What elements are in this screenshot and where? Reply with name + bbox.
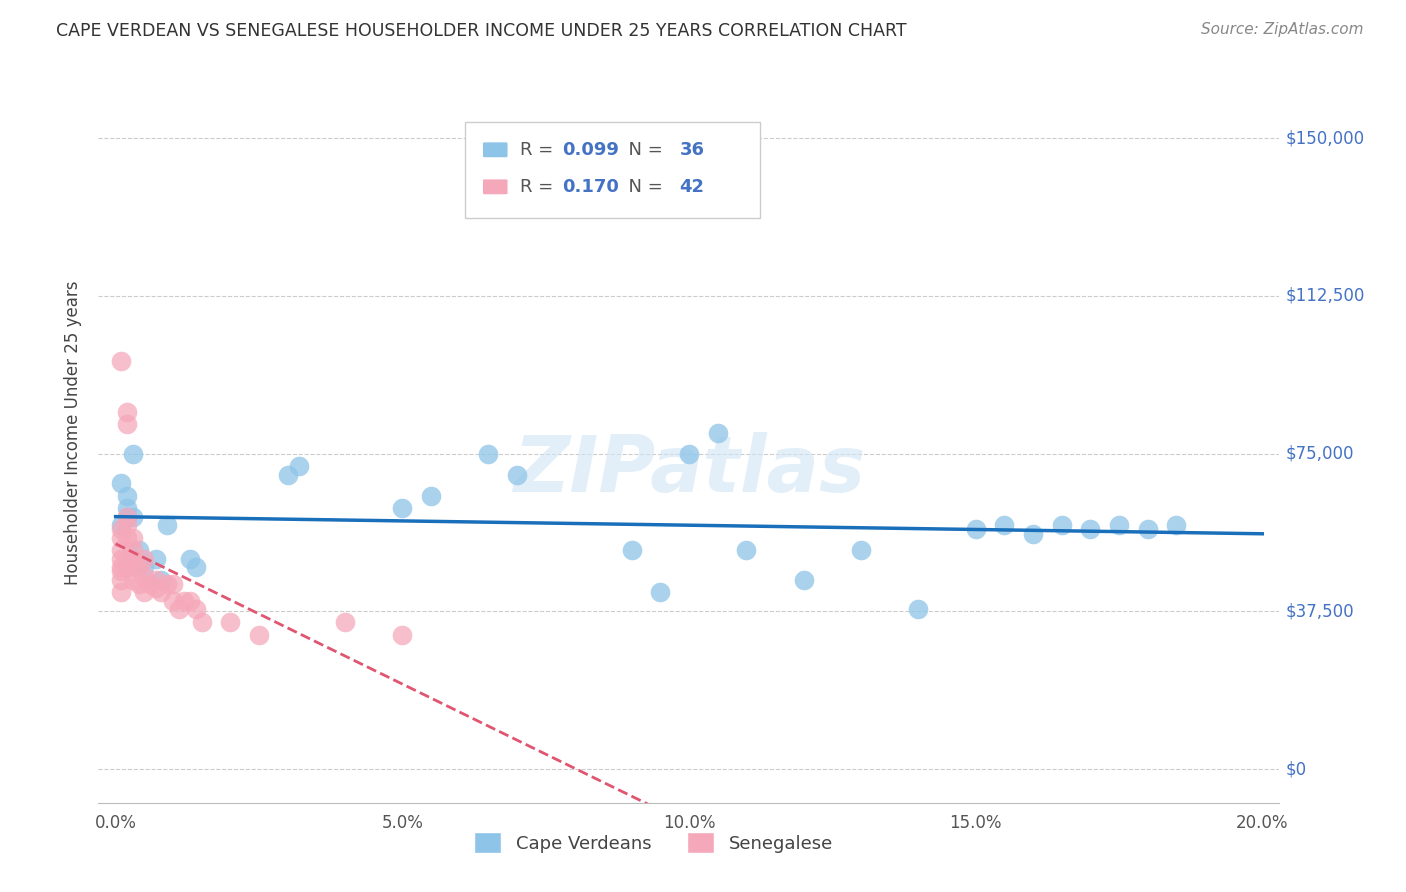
- FancyBboxPatch shape: [464, 121, 759, 218]
- FancyBboxPatch shape: [482, 178, 508, 195]
- Point: [128, 560, 150, 574]
- Point: [110, 543, 132, 558]
- Point: [145, 551, 167, 566]
- Point: [128, 543, 150, 558]
- Point: [121, 531, 143, 545]
- Point: [134, 560, 156, 574]
- Point: [162, 594, 184, 608]
- Point: [134, 551, 156, 566]
- Text: Source: ZipAtlas.com: Source: ZipAtlas.com: [1201, 22, 1364, 37]
- Point: [477, 447, 499, 461]
- Point: [110, 573, 132, 587]
- Point: [1078, 522, 1101, 536]
- Point: [162, 577, 184, 591]
- Point: [735, 543, 758, 558]
- Point: [134, 568, 156, 582]
- Point: [121, 560, 143, 574]
- Text: $75,000: $75,000: [1285, 444, 1354, 463]
- Point: [110, 354, 132, 368]
- Text: $37,500: $37,500: [1285, 602, 1354, 621]
- Point: [121, 573, 143, 587]
- Point: [110, 565, 132, 579]
- Text: $150,000: $150,000: [1285, 129, 1364, 147]
- Point: [288, 459, 311, 474]
- Point: [391, 627, 413, 641]
- Text: $0: $0: [1285, 760, 1306, 778]
- Point: [121, 543, 143, 558]
- Point: [115, 489, 138, 503]
- Point: [706, 425, 728, 440]
- Point: [993, 518, 1015, 533]
- Point: [247, 627, 270, 641]
- Text: N =: N =: [617, 141, 668, 159]
- Point: [907, 602, 929, 616]
- Point: [145, 581, 167, 595]
- Point: [678, 447, 700, 461]
- Point: [173, 594, 195, 608]
- Point: [110, 476, 132, 491]
- Text: R =: R =: [520, 141, 560, 159]
- Point: [179, 551, 201, 566]
- Point: [115, 560, 138, 574]
- Point: [110, 560, 132, 574]
- Text: 42: 42: [679, 178, 704, 196]
- Point: [167, 602, 190, 616]
- Text: CAPE VERDEAN VS SENEGALESE HOUSEHOLDER INCOME UNDER 25 YEARS CORRELATION CHART: CAPE VERDEAN VS SENEGALESE HOUSEHOLDER I…: [56, 22, 907, 40]
- Point: [219, 615, 242, 629]
- Point: [965, 522, 987, 536]
- Point: [110, 518, 132, 533]
- Point: [110, 531, 132, 545]
- Point: [115, 509, 138, 524]
- Text: 0.170: 0.170: [562, 178, 620, 196]
- Point: [190, 615, 212, 629]
- Point: [121, 509, 143, 524]
- Y-axis label: Householder Income Under 25 years: Householder Income Under 25 years: [65, 280, 83, 585]
- Point: [1050, 518, 1073, 533]
- Point: [184, 560, 207, 574]
- Point: [115, 551, 138, 566]
- Point: [150, 585, 173, 599]
- Point: [391, 501, 413, 516]
- Point: [1136, 522, 1159, 536]
- Point: [110, 522, 132, 536]
- Point: [849, 543, 872, 558]
- Point: [156, 577, 179, 591]
- Point: [115, 404, 138, 418]
- Point: [333, 615, 356, 629]
- Point: [115, 501, 138, 516]
- Point: [115, 509, 138, 524]
- Point: [121, 447, 143, 461]
- Point: [139, 577, 162, 591]
- Point: [793, 573, 815, 587]
- Point: [115, 531, 138, 545]
- Point: [110, 585, 132, 599]
- Text: N =: N =: [617, 178, 668, 196]
- Point: [128, 577, 150, 591]
- Point: [1166, 518, 1188, 533]
- Point: [121, 551, 143, 566]
- Point: [650, 585, 672, 599]
- Point: [1108, 518, 1130, 533]
- Text: ZIPatlas: ZIPatlas: [513, 432, 865, 508]
- Point: [115, 417, 138, 432]
- Point: [145, 573, 167, 587]
- FancyBboxPatch shape: [482, 142, 508, 158]
- Point: [156, 518, 179, 533]
- Point: [277, 467, 299, 482]
- Text: 36: 36: [679, 141, 704, 159]
- Point: [1022, 526, 1045, 541]
- Legend: Cape Verdeans, Senegalese: Cape Verdeans, Senegalese: [467, 825, 841, 861]
- Point: [620, 543, 643, 558]
- Text: 0.099: 0.099: [562, 141, 620, 159]
- Point: [420, 489, 443, 503]
- Text: $112,500: $112,500: [1285, 287, 1365, 305]
- Point: [134, 585, 156, 599]
- Point: [150, 573, 173, 587]
- Point: [184, 602, 207, 616]
- Text: R =: R =: [520, 178, 560, 196]
- Point: [110, 551, 132, 566]
- Point: [506, 467, 529, 482]
- Point: [115, 518, 138, 533]
- Point: [179, 594, 201, 608]
